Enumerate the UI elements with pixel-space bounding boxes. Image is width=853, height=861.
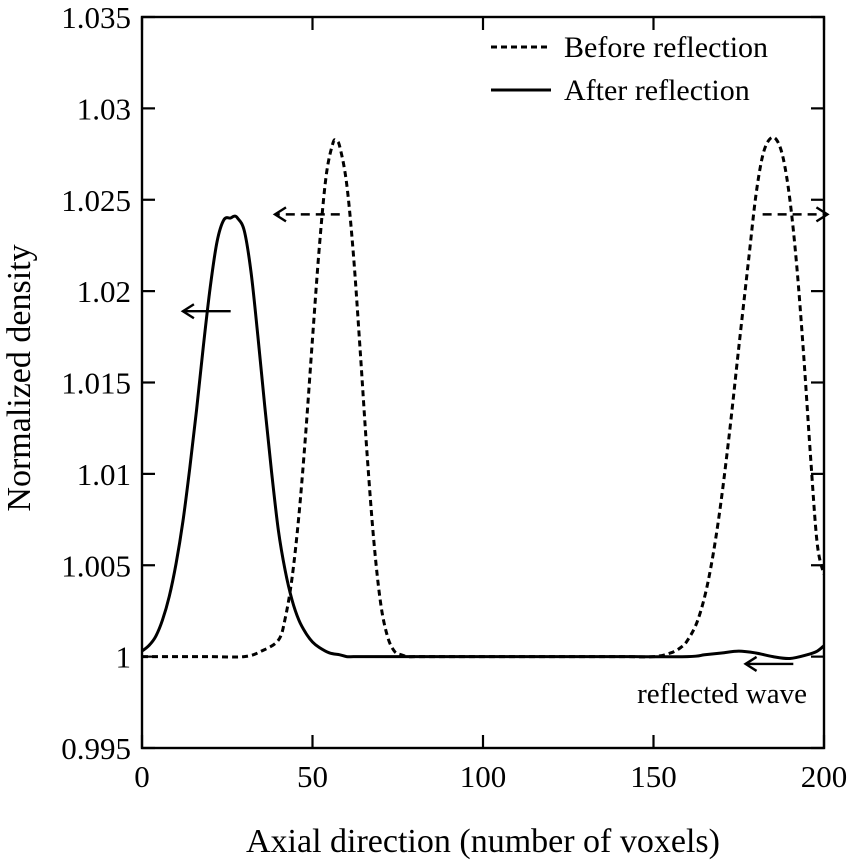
y-tick-label: 1	[116, 640, 132, 675]
arrow-dashed-left	[272, 206, 340, 223]
y-tick-label: 1.005	[61, 548, 131, 583]
arrow-head	[815, 206, 830, 223]
y-tick-label: 1.03	[77, 91, 131, 126]
series-line-after-reflection	[142, 214, 824, 660]
y-axis-label: Normalized density	[1, 244, 38, 511]
x-tick-label: 0	[134, 759, 150, 794]
x-tick-label: 50	[297, 759, 328, 794]
y-tick-label: 0.995	[61, 731, 131, 766]
arrow-head	[743, 655, 758, 672]
legend-label: After reflection	[564, 74, 750, 107]
arrow-dashed-right	[762, 206, 830, 223]
series-line-before-reflection	[142, 135, 824, 659]
arrow-head	[180, 303, 195, 320]
annotation-reflected-wave: reflected wave	[637, 678, 807, 710]
y-tick-label: 1.015	[61, 366, 131, 401]
legend: Before reflection After reflection	[491, 31, 768, 107]
y-tick-label: 1.035	[61, 0, 131, 35]
direction-arrows	[180, 206, 830, 672]
arrow-head	[272, 206, 287, 223]
plot-frame	[140, 15, 826, 750]
x-tick-label: 150	[630, 759, 677, 794]
legend-label: Before reflection	[564, 31, 768, 64]
x-tick-label: 100	[460, 759, 507, 794]
arrow-solid-left	[180, 303, 231, 320]
series-curves	[142, 135, 824, 660]
x-axis-label: Axial direction (number of voxels)	[246, 823, 720, 860]
arrow-solid-left	[743, 655, 794, 672]
axes	[140, 15, 826, 750]
ticks: 0 50 100 150 200 0.995 1 1.005 1.01 1.015 1.02 1.02…	[61, 0, 847, 794]
y-tick-label: 1.01	[77, 457, 131, 492]
y-tick-label: 1.02	[77, 274, 131, 309]
x-tick-label: 200	[801, 759, 848, 794]
y-tick-label: 1.025	[61, 183, 131, 218]
